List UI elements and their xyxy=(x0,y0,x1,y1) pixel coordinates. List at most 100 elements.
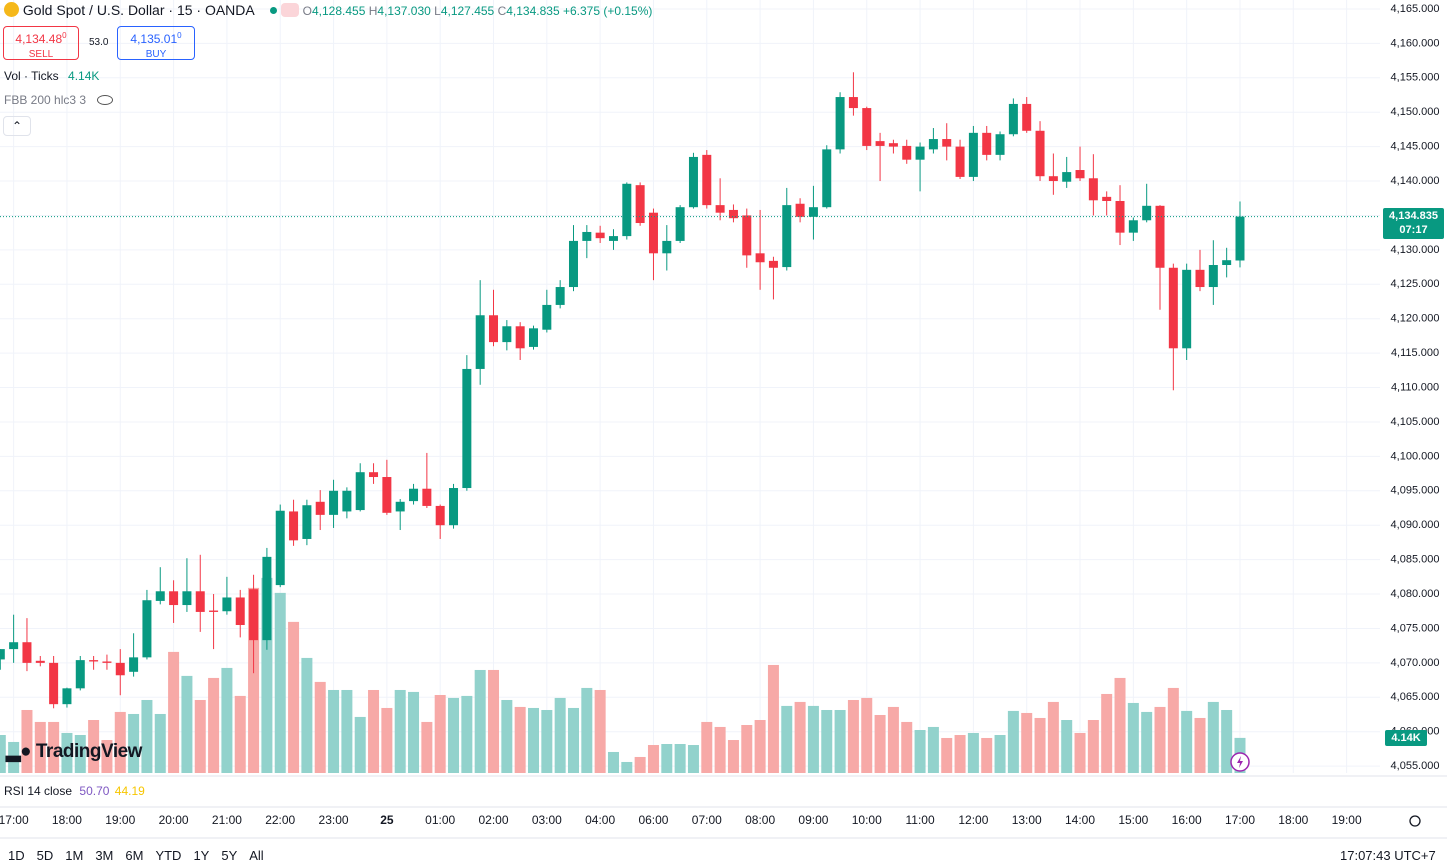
range-button[interactable]: 3M xyxy=(95,848,114,863)
volume-bar xyxy=(168,651,180,773)
candle-body xyxy=(808,207,818,217)
volume-bar xyxy=(248,587,260,773)
x-tick-label: 04:00 xyxy=(585,813,615,827)
candle-body xyxy=(955,146,965,177)
range-button[interactable]: 1D xyxy=(8,848,25,863)
open-value: 4,128.455 xyxy=(312,4,366,18)
candle-body xyxy=(462,368,472,489)
volume-bar xyxy=(794,701,806,773)
volume-bar xyxy=(541,709,553,773)
candle-body xyxy=(422,488,432,506)
volume-bar xyxy=(581,687,593,773)
x-tick-label: 18:00 xyxy=(1278,813,1308,827)
volume-bar xyxy=(221,667,233,773)
candle-body xyxy=(75,660,85,689)
candle-body xyxy=(1102,196,1112,201)
volume-bar xyxy=(1194,717,1206,773)
range-button[interactable]: 1M xyxy=(65,848,84,863)
y-tick-label: 4,080.000 xyxy=(1391,588,1440,600)
volume-legend: Vol · Ticks 4.14K xyxy=(4,69,99,83)
candle-body xyxy=(662,240,672,254)
candle-body xyxy=(115,662,125,676)
volume-bar xyxy=(0,735,6,773)
volume-bar xyxy=(448,697,460,773)
volume-bar xyxy=(1127,702,1139,773)
range-button[interactable]: YTD xyxy=(155,848,182,863)
sell-button[interactable]: 4,134.480 SELL xyxy=(3,26,79,60)
candle-body xyxy=(1088,178,1098,201)
candle-body xyxy=(1142,205,1152,221)
candle-body xyxy=(1008,103,1018,135)
volume-bar xyxy=(647,745,659,773)
range-button[interactable]: 5D xyxy=(36,848,54,863)
volume-bar xyxy=(474,669,486,773)
candle-body xyxy=(1222,260,1232,266)
volume-bar xyxy=(1034,717,1046,773)
settings-icon[interactable] xyxy=(1409,815,1421,827)
candle-body xyxy=(529,328,538,347)
volume-value: 4.14K xyxy=(68,69,100,83)
volume-bar xyxy=(141,699,153,773)
volume-bar xyxy=(114,711,126,773)
x-tick-label: 25 xyxy=(380,813,394,827)
range-toolbar: 1D 5D 1M 3M 6M YTD 1Y 5Y All xyxy=(8,848,276,863)
volume-bar xyxy=(821,709,833,773)
volume-bar xyxy=(1181,710,1193,773)
candle-body xyxy=(195,591,205,612)
market-status xyxy=(269,7,277,14)
logo-text: TradingView xyxy=(35,741,143,762)
y-tick-label: 4,095.000 xyxy=(1391,485,1440,497)
volume-bar xyxy=(914,730,926,773)
volume-bar xyxy=(927,726,939,773)
candle-body xyxy=(1128,220,1138,233)
volume-bar xyxy=(1061,720,1073,773)
x-tick-label: 13:00 xyxy=(1012,813,1042,827)
candle-body xyxy=(915,146,925,160)
candle-body xyxy=(209,610,219,612)
x-tick-label: 12:00 xyxy=(958,813,988,827)
buy-price: 4,135.01 xyxy=(130,32,178,46)
visibility-icon[interactable] xyxy=(97,95,114,105)
candle-body xyxy=(302,505,312,539)
indicator-badge xyxy=(280,3,299,17)
volume-bar xyxy=(501,699,513,773)
range-button[interactable]: All xyxy=(249,848,264,863)
rsi-legend: RSI 14 close 50.70 44.19 xyxy=(4,784,145,798)
volume-bar xyxy=(368,689,380,773)
candle-body xyxy=(0,649,5,660)
candle-body xyxy=(742,215,752,256)
range-button[interactable]: 6M xyxy=(125,848,144,863)
volume-bar xyxy=(154,713,166,773)
volume-bar xyxy=(8,741,20,773)
range-button[interactable]: 1Y xyxy=(193,848,210,863)
collapse-button[interactable]: ⌃ xyxy=(3,116,31,136)
volume-bar xyxy=(554,697,566,773)
candle-body xyxy=(582,231,592,241)
last-price-value: 4,134.835 xyxy=(1389,210,1438,222)
volume-bar xyxy=(861,697,873,773)
open-label: O xyxy=(302,4,312,18)
alert-icon-bolt xyxy=(1237,756,1243,768)
volume-bar xyxy=(314,681,326,773)
y-tick-label: 4,100.000 xyxy=(1391,450,1440,462)
range-button[interactable]: 5Y xyxy=(221,848,238,863)
volume-bar xyxy=(234,695,246,773)
volume-bar xyxy=(967,732,979,773)
buy-button[interactable]: 4,135.010 BUY xyxy=(117,26,195,60)
candle-body xyxy=(1035,130,1045,177)
y-tick-label: 4,065.000 xyxy=(1391,691,1440,703)
volume-bar xyxy=(528,707,539,773)
logo: ▂● TradingView xyxy=(6,741,143,762)
candle-body xyxy=(542,304,552,330)
x-tick-label: 19:00 xyxy=(105,813,135,827)
high-value: 4,137.030 xyxy=(377,4,431,18)
volume-bar xyxy=(434,694,446,773)
candle-body xyxy=(489,315,499,343)
volume-bar xyxy=(88,720,100,773)
volume-bar xyxy=(341,689,353,773)
x-tick-label: 19:00 xyxy=(1332,813,1362,827)
x-tick-label: 09:00 xyxy=(798,813,828,827)
x-tick-label: 21:00 xyxy=(212,813,242,827)
candle-body xyxy=(888,143,898,147)
x-tick-label: 15:00 xyxy=(1118,813,1148,827)
